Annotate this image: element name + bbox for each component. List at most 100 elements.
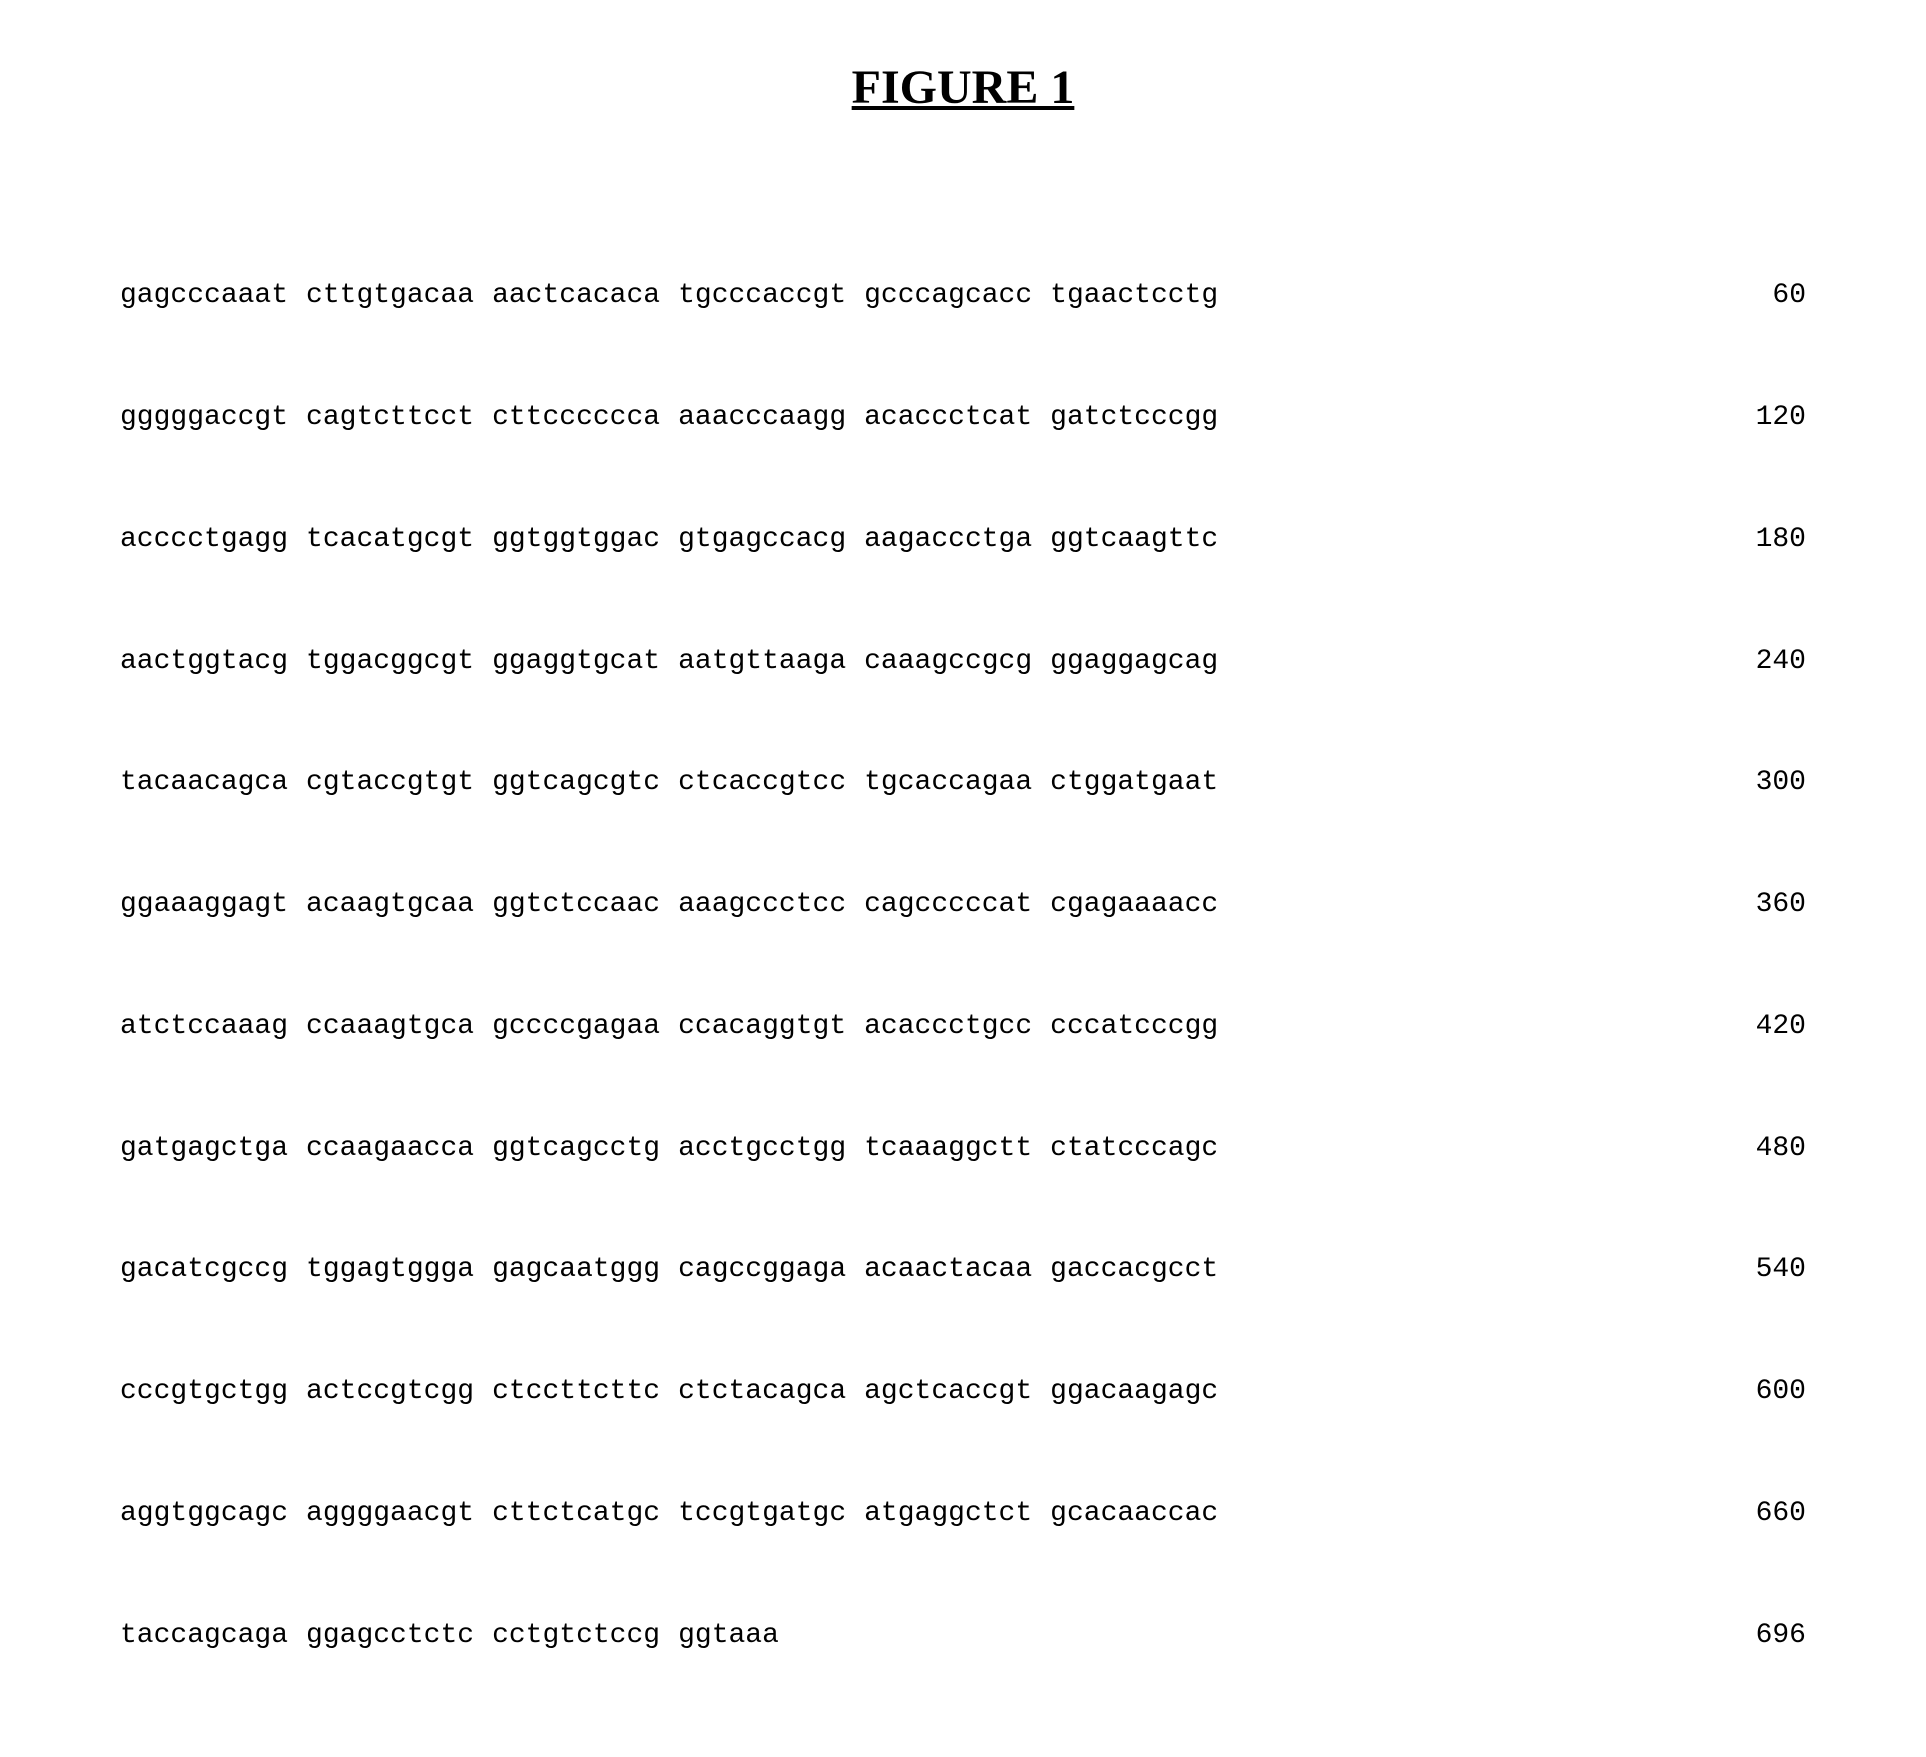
sequence-group: aaagccctcc xyxy=(678,885,864,926)
sequence-row: taccagcaga ggagcctctc cctgtctccg ggtaaa … xyxy=(120,1616,1806,1657)
sequence-groups: gatgagctga ccaagaacca ggtcagcctg acctgcc… xyxy=(120,1129,1236,1170)
sequence-group: tggagtggga xyxy=(306,1250,492,1291)
sequence-group: gacatcgccg xyxy=(120,1250,306,1291)
sequence-group: gatgagctga xyxy=(120,1129,306,1170)
sequence-groups: cccgtgctgg actccgtcgg ctccttcttc ctctaca… xyxy=(120,1372,1236,1413)
sequence-group: ggtcagcctg xyxy=(492,1129,678,1170)
sequence-group: gaccacgcct xyxy=(1050,1250,1236,1291)
sequence-row: ggaaaggagt acaagtgcaa ggtctccaac aaagccc… xyxy=(120,885,1806,926)
sequence-group: aaacccaagg xyxy=(678,398,864,439)
sequence-group: gatctcccgg xyxy=(1050,398,1236,439)
sequence-group: cgtaccgtgt xyxy=(306,763,492,804)
sequence-group: agctcaccgt xyxy=(864,1372,1050,1413)
sequence-group: aggtggcagc xyxy=(120,1494,306,1535)
sequence-group: gccccgagaa xyxy=(492,1007,678,1048)
sequence-position: 300 xyxy=(1726,763,1806,804)
sequence-position: 180 xyxy=(1726,520,1806,561)
sequence-group: ggtctccaac xyxy=(492,885,678,926)
sequence-groups: acccctgagg tcacatgcgt ggtggtggac gtgagcc… xyxy=(120,520,1236,561)
sequence-groups: taccagcaga ggagcctctc cctgtctccg ggtaaa xyxy=(120,1616,833,1657)
sequence-group: taccagcaga xyxy=(120,1616,306,1657)
sequence-groups: gggggaccgt cagtcttcct cttccccccа aaaccca… xyxy=(120,398,1236,439)
sequence-row: gacatcgccg tggagtggga gagcaatggg cagccgg… xyxy=(120,1250,1806,1291)
sequence-group: gagcccaaat xyxy=(120,276,306,317)
sequence-group: ggaaaggagt xyxy=(120,885,306,926)
sequence-groups: aggtggcagc aggggaacgt cttctcatgc tccgtga… xyxy=(120,1494,1236,1535)
sequence-group: ctggatgaat xyxy=(1050,763,1236,804)
figure-title: FIGURE 1 xyxy=(120,60,1806,115)
sequence-group: gcacaaccac xyxy=(1050,1494,1236,1535)
sequence-group: cagccggaga xyxy=(678,1250,864,1291)
sequence-group: cctgtctccg xyxy=(492,1616,678,1657)
sequence-group: tggacggcgt xyxy=(306,642,492,683)
sequence-row: gatgagctga ccaagaacca ggtcagcctg acctgcc… xyxy=(120,1129,1806,1170)
sequence-group: cttccccccа xyxy=(492,398,678,439)
sequence-group: tgcccaccgt xyxy=(678,276,864,317)
sequence-position: 696 xyxy=(1726,1616,1806,1657)
sequence-group: ggtaaa xyxy=(678,1616,797,1657)
sequence-group: ccaagaacca xyxy=(306,1129,492,1170)
sequence-group: cgagaaaacc xyxy=(1050,885,1236,926)
sequence-row: cccgtgctgg actccgtcgg ctccttcttc ctctaca… xyxy=(120,1372,1806,1413)
sequence-row: acccctgagg tcacatgcgt ggtggtggac gtgagcc… xyxy=(120,520,1806,561)
sequence-row: aactggtacg tggacggcgt ggaggtgcat aatgtta… xyxy=(120,642,1806,683)
sequence-group: acaactacaa xyxy=(864,1250,1050,1291)
sequence-group: tccgtgatgc xyxy=(678,1494,864,1535)
sequence-groups: ggaaaggagt acaagtgcaa ggtctccaac aaagccc… xyxy=(120,885,1236,926)
sequence-group: atctccaaag xyxy=(120,1007,306,1048)
sequence-group: aatgttaaga xyxy=(678,642,864,683)
sequence-row: gggggaccgt cagtcttcct cttccccccа aaaccca… xyxy=(120,398,1806,439)
sequence-group: acaccctcat xyxy=(864,398,1050,439)
sequence-group: cttgtgacaa xyxy=(306,276,492,317)
sequence-group: tacaacagca xyxy=(120,763,306,804)
sequence-position: 540 xyxy=(1726,1250,1806,1291)
sequence-group: ggaggtgcat xyxy=(492,642,678,683)
sequence-group: gtgagccacg xyxy=(678,520,864,561)
sequence-group: atgaggctct xyxy=(864,1494,1050,1535)
sequence-group: ccacaggtgt xyxy=(678,1007,864,1048)
sequence-group: ggtcaagttc xyxy=(1050,520,1236,561)
sequence-group: ggagcctctc xyxy=(306,1616,492,1657)
sequence-position: 120 xyxy=(1726,398,1806,439)
sequence-group: gagcaatggg xyxy=(492,1250,678,1291)
sequence-group: acctgcctgg xyxy=(678,1129,864,1170)
sequence-group: ctatcccagc xyxy=(1050,1129,1236,1170)
sequence-group: ggtggtggac xyxy=(492,520,678,561)
sequence-group: tcaaaggctt xyxy=(864,1129,1050,1170)
sequence-position: 660 xyxy=(1726,1494,1806,1535)
sequence-row: aggtggcagc aggggaacgt cttctcatgc tccgtga… xyxy=(120,1494,1806,1535)
sequence-groups: gacatcgccg tggagtggga gagcaatggg cagccgg… xyxy=(120,1250,1236,1291)
sequence-group: acaccctgcc xyxy=(864,1007,1050,1048)
sequence-group: gggggaccgt xyxy=(120,398,306,439)
sequence-position: 420 xyxy=(1726,1007,1806,1048)
sequence-group: actccgtcgg xyxy=(306,1372,492,1413)
sequence-row: gagcccaaat cttgtgacaa aactcacaca tgcccac… xyxy=(120,276,1806,317)
sequence-block: gagcccaaat cttgtgacaa aactcacaca tgcccac… xyxy=(120,195,1806,1697)
sequence-group: ggtcagcgtc xyxy=(492,763,678,804)
sequence-group xyxy=(797,1616,815,1657)
sequence-group: gcccagcacc xyxy=(864,276,1050,317)
sequence-group: tcacatgcgt xyxy=(306,520,492,561)
sequence-group: ctccttcttc xyxy=(492,1372,678,1413)
sequence-group: ggaggagcag xyxy=(1050,642,1236,683)
sequence-group: cccatcccgg xyxy=(1050,1007,1236,1048)
sequence-group: cagtcttcct xyxy=(306,398,492,439)
sequence-position: 360 xyxy=(1726,885,1806,926)
sequence-row: atctccaaag ccaaagtgca gccccgagaa ccacagg… xyxy=(120,1007,1806,1048)
sequence-group: aactggtacg xyxy=(120,642,306,683)
sequence-group: cttctcatgc xyxy=(492,1494,678,1535)
sequence-groups: atctccaaag ccaaagtgca gccccgagaa ccacagg… xyxy=(120,1007,1236,1048)
sequence-group: aactcacaca xyxy=(492,276,678,317)
sequence-group: tgcaccagaa xyxy=(864,763,1050,804)
sequence-group: ggacaagagc xyxy=(1050,1372,1236,1413)
sequence-group: acaagtgcaa xyxy=(306,885,492,926)
sequence-row: tacaacagca cgtaccgtgt ggtcagcgtc ctcaccg… xyxy=(120,763,1806,804)
sequence-groups: aactggtacg tggacggcgt ggaggtgcat aatgtta… xyxy=(120,642,1236,683)
sequence-group: aggggaacgt xyxy=(306,1494,492,1535)
sequence-group: caaagccgcg xyxy=(864,642,1050,683)
sequence-groups: gagcccaaat cttgtgacaa aactcacaca tgcccac… xyxy=(120,276,1236,317)
sequence-group: ctctacagca xyxy=(678,1372,864,1413)
sequence-group: aagaccctga xyxy=(864,520,1050,561)
sequence-position: 240 xyxy=(1726,642,1806,683)
sequence-group: cagcccccat xyxy=(864,885,1050,926)
